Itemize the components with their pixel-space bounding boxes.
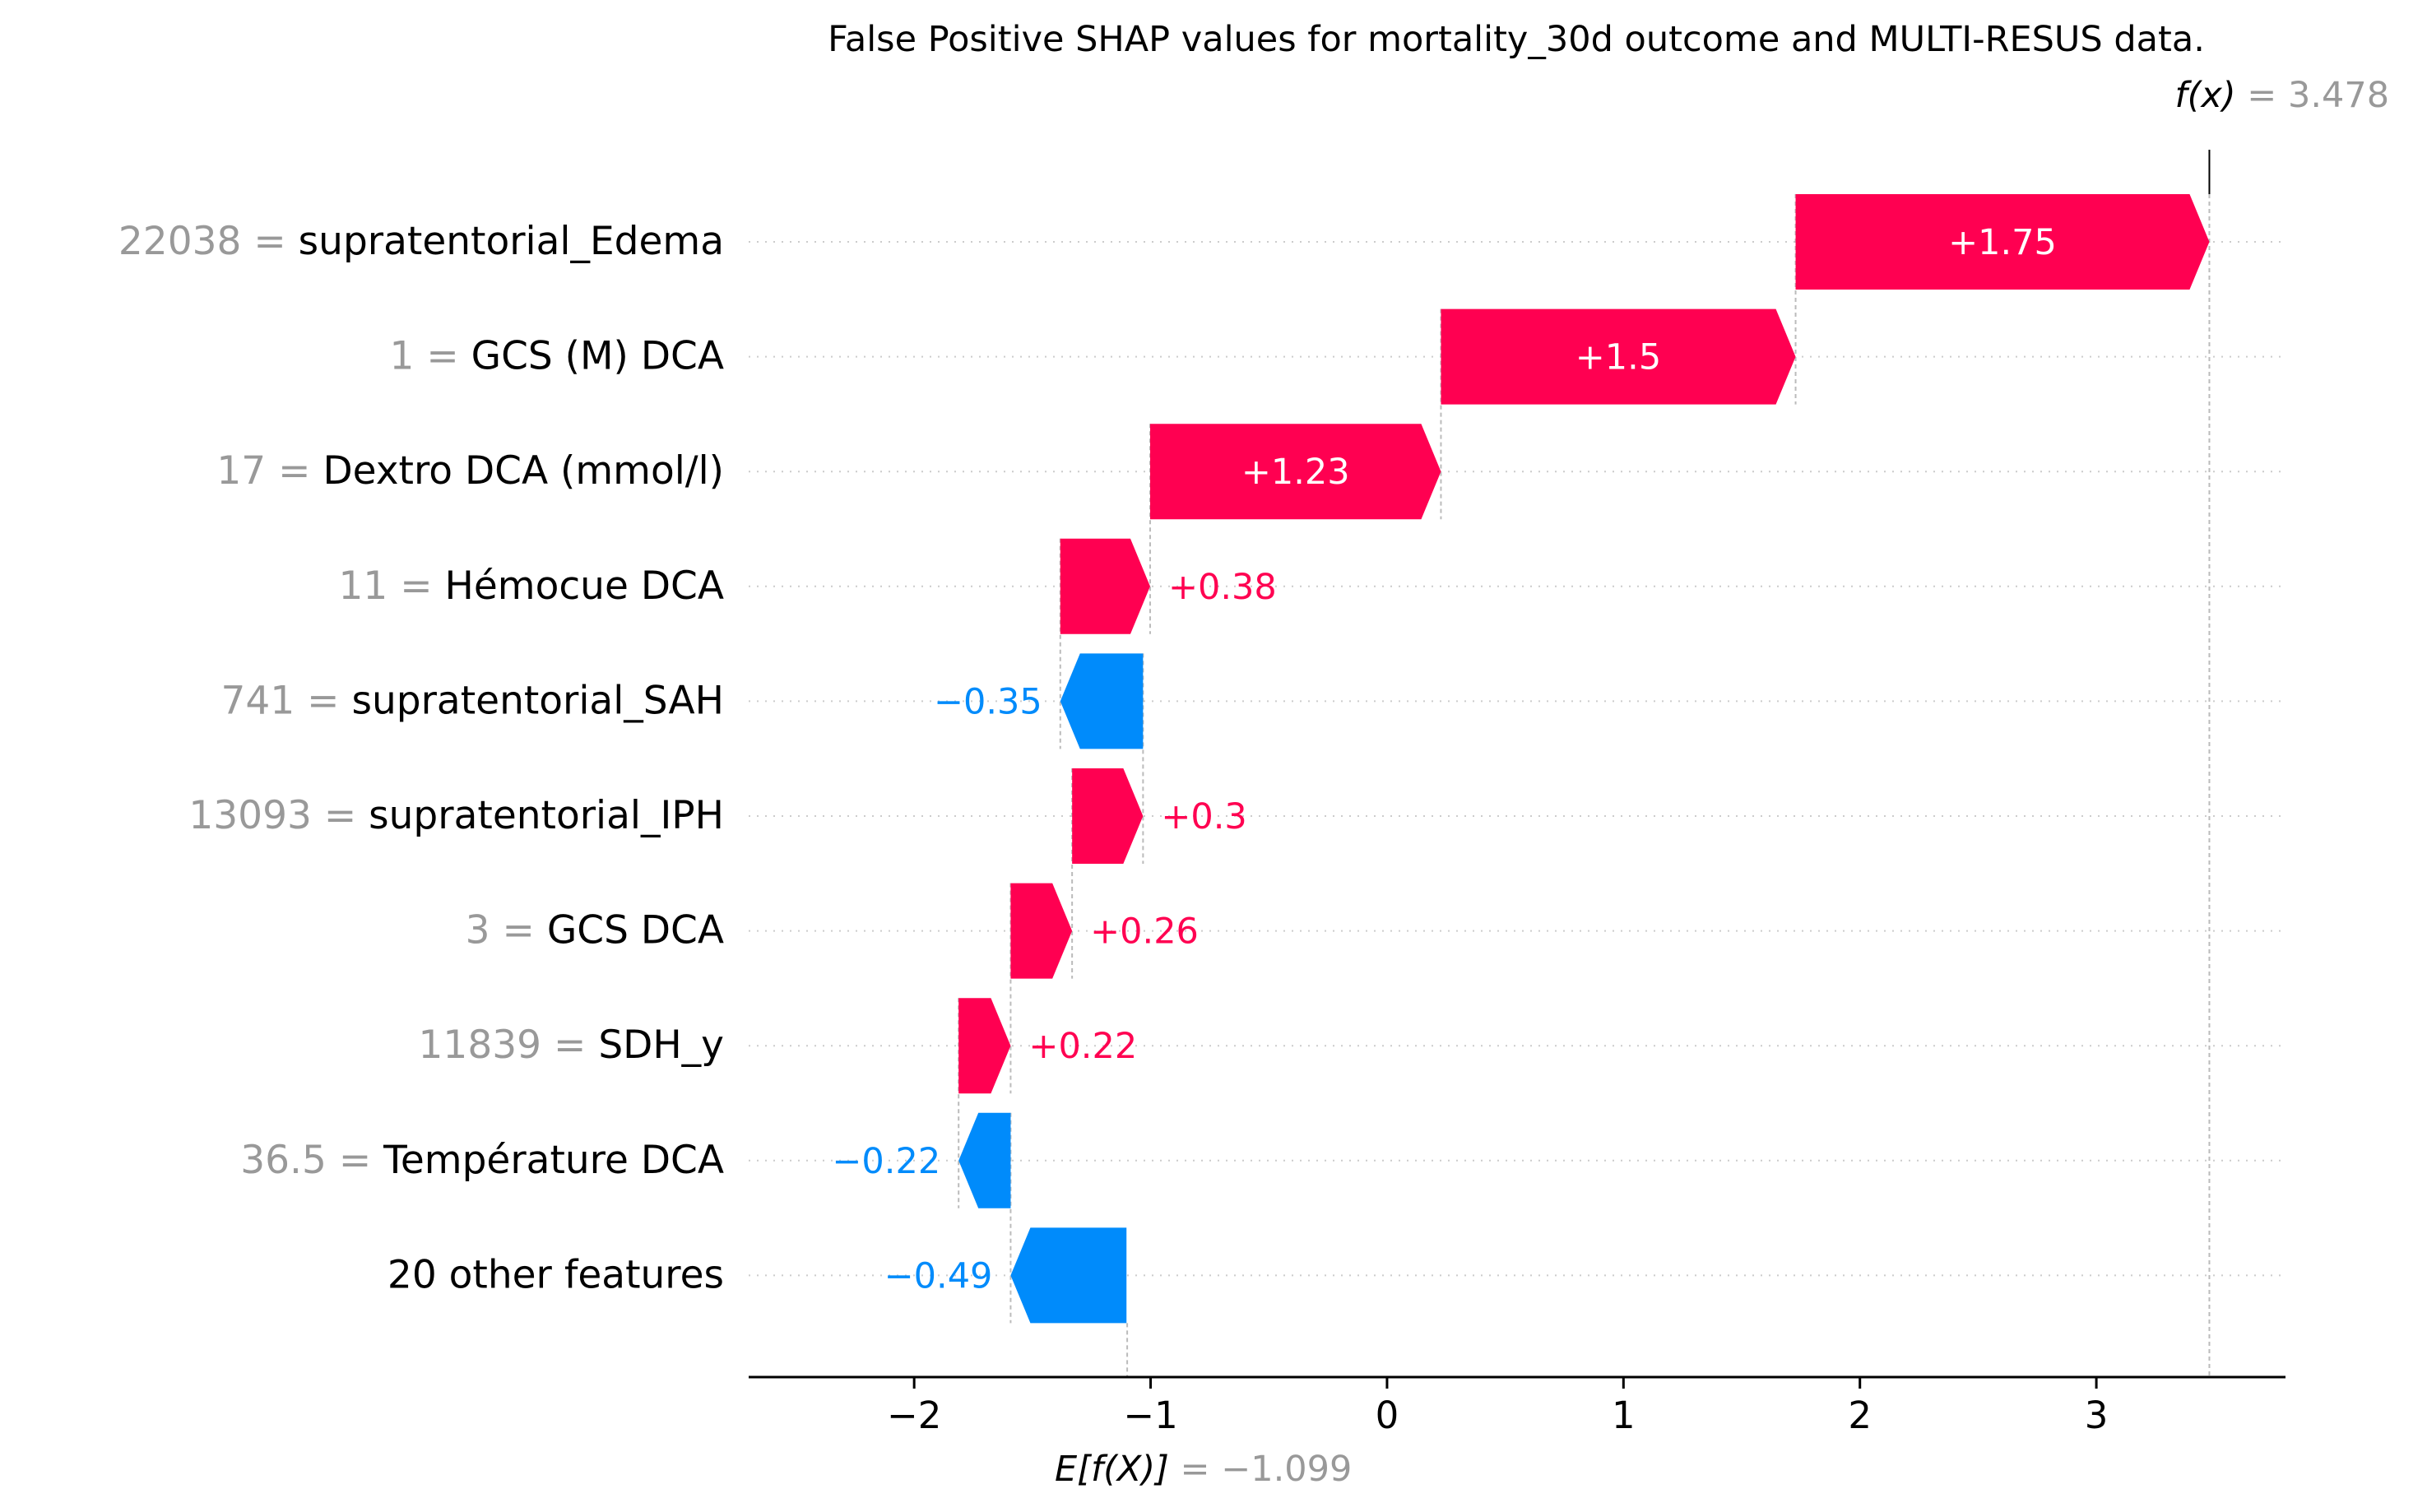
x-tick-label: 2 <box>1848 1394 1872 1437</box>
feature-equals: = <box>387 564 444 609</box>
shap-value-label: +0.22 <box>1028 1026 1137 1067</box>
feature-labels: +1.75 22038 = supratentorial_Edema +1.5 1 =… <box>118 219 2057 1297</box>
feature-value: 11 <box>338 564 387 609</box>
base-symbol: E[f(X)] <box>1055 1449 1169 1490</box>
shap-value-label: +0.26 <box>1090 911 1199 953</box>
negative-shap-bar <box>958 1112 1011 1208</box>
feature-label: 1 = GCS (M) DCA <box>389 334 724 379</box>
feature-equals: = <box>266 448 323 494</box>
feature-label: 11 = Hémocue DCA <box>338 564 724 609</box>
feature-equals: = <box>241 219 298 264</box>
feature-equals: = <box>327 1138 383 1183</box>
fx-symbol: f(x) <box>2174 75 2235 116</box>
feature-value: 11839 <box>419 1023 542 1068</box>
positive-shap-bar <box>958 998 1011 1094</box>
feature-name: Température DCA <box>383 1138 724 1183</box>
reference-lines: f(x) = 3.478 E[f(X)] = −1.099 <box>958 75 2389 1490</box>
feature-label: 22038 = supratentorial_Edema <box>118 219 724 264</box>
feature-name: Hémocue DCA <box>445 564 724 609</box>
positive-shap-bar <box>1795 194 2210 290</box>
feature-name: supratentorial_Edema <box>299 219 724 264</box>
feature-name: 20 other features <box>387 1252 724 1297</box>
feature-label: 17 = Dextro DCA (mmol/l) <box>216 448 724 494</box>
feature-name: supratentorial_IPH <box>369 793 724 838</box>
feature-name: GCS (M) DCA <box>471 334 724 379</box>
negative-shap-bar <box>1010 1227 1127 1324</box>
feature-equals: = <box>541 1023 598 1068</box>
feature-value: 22038 <box>118 219 242 264</box>
feature-equals: = <box>414 334 471 379</box>
feature-name: SDH_y <box>598 1023 724 1068</box>
x-tick-label: 3 <box>2085 1394 2109 1437</box>
feature-label: 11839 = SDH_y <box>419 1023 724 1068</box>
feature-equals: = <box>295 678 351 723</box>
x-tick-label: 1 <box>1612 1394 1636 1437</box>
feature-name: supratentorial_SAH <box>352 678 725 723</box>
shap-value-label: −0.35 <box>934 681 1042 722</box>
feature-label: 3 = GCS DCA <box>466 908 724 953</box>
negative-shap-bar <box>1060 653 1144 749</box>
feature-label: 741 = supratentorial_SAH <box>221 678 724 723</box>
fx-value: = 3.478 <box>2236 75 2389 116</box>
x-tick-label: −2 <box>887 1394 941 1437</box>
feature-value: 36.5 <box>240 1138 327 1183</box>
shap-value-label: −0.22 <box>832 1141 940 1182</box>
positive-shap-bar <box>1072 768 1144 864</box>
base-value: = −1.099 <box>1169 1449 1353 1490</box>
shap-bars <box>958 194 2210 1324</box>
shap-value-label: −0.49 <box>884 1255 993 1296</box>
base-value-label: E[f(X)] = −1.099 <box>1055 1449 1352 1490</box>
shap-value-label: +1.5 <box>1575 337 1661 378</box>
chart-title: False Positive SHAP values for mortality… <box>828 19 2205 60</box>
feature-value: 17 <box>216 448 266 494</box>
positive-shap-bar <box>1060 538 1150 634</box>
feature-equals: = <box>490 908 547 953</box>
positive-shap-bar <box>1010 883 1073 979</box>
shap-value-label: +1.75 <box>1948 222 2057 263</box>
feature-value: 3 <box>466 908 490 953</box>
x-axis: −2 −1 0 1 2 3 <box>749 1375 2285 1437</box>
fx-label: f(x) = 3.478 <box>2174 75 2389 116</box>
feature-label: 13093 = supratentorial_IPH <box>188 793 724 838</box>
feature-value: 741 <box>221 678 295 723</box>
feature-name: Dextro DCA (mmol/l) <box>323 448 724 494</box>
positive-shap-bar <box>1441 308 1796 405</box>
feature-equals: = <box>312 793 369 838</box>
feature-value: 1 <box>389 334 414 379</box>
x-tick-label: 0 <box>1376 1394 1399 1437</box>
shap-value-label: +0.3 <box>1161 796 1246 837</box>
shap-value-label: +0.38 <box>1168 567 1277 608</box>
feature-label: 20 other features <box>387 1252 724 1297</box>
feature-label: 36.5 = Température DCA <box>240 1138 724 1183</box>
x-tick-label: −1 <box>1123 1394 1177 1437</box>
feature-value: 13093 <box>188 793 312 838</box>
positive-shap-bar <box>1149 424 1441 520</box>
shap-value-label: +1.23 <box>1241 452 1350 493</box>
feature-name: GCS DCA <box>547 908 724 953</box>
